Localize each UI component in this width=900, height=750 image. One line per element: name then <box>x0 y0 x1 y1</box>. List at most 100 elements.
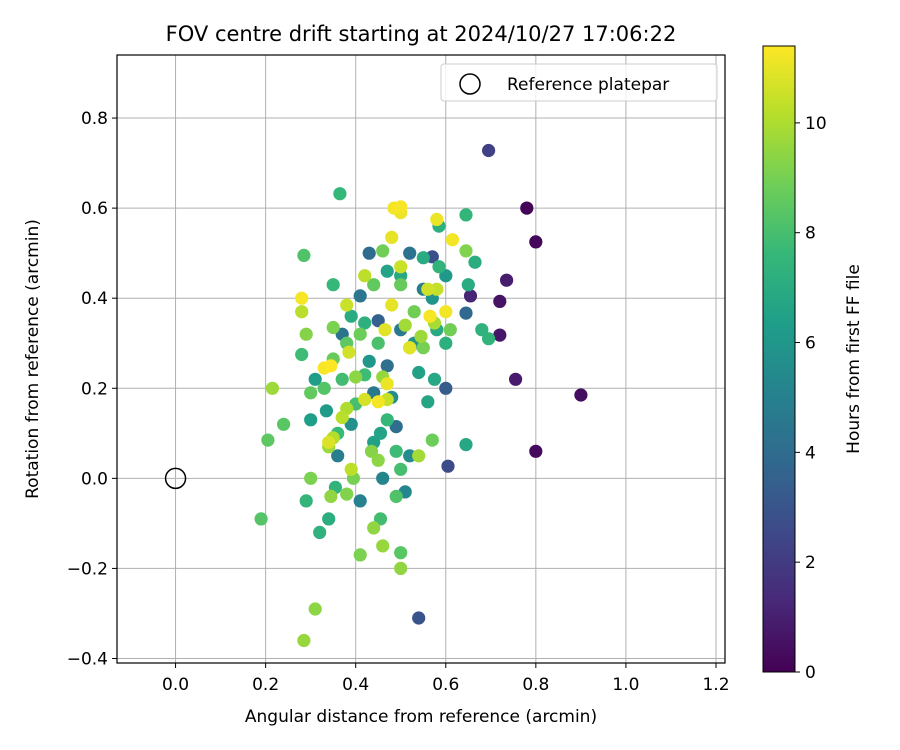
y-tick-label: 0.0 <box>81 469 108 489</box>
data-point <box>297 633 311 648</box>
data-point <box>459 306 473 320</box>
data-point <box>427 372 442 386</box>
data-point <box>373 426 388 440</box>
y-axis-ticks: −0.4 −0.2 0.0 0.2 0.4 0.6 0.8 <box>67 109 117 669</box>
y-tick-label: 0.2 <box>81 379 108 399</box>
y-tick-label: 0.6 <box>81 199 108 219</box>
x-tick-label: 0.2 <box>252 675 279 695</box>
grid <box>117 55 725 663</box>
data-point <box>319 404 333 418</box>
data-point <box>493 294 507 308</box>
data-point <box>394 462 408 476</box>
data-point <box>508 372 523 386</box>
data-point <box>371 336 385 350</box>
x-axis-label: Angular distance from reference (arcmin) <box>245 707 597 727</box>
data-point <box>463 289 478 303</box>
legend-box <box>440 63 718 102</box>
x-tick-label: 0.0 <box>162 675 189 695</box>
data-point <box>308 372 322 386</box>
data-point <box>380 413 394 427</box>
data-point <box>295 347 309 362</box>
data-point <box>277 417 291 431</box>
data-point <box>254 512 268 526</box>
data-point <box>380 359 394 373</box>
data-point <box>439 305 453 319</box>
data-point <box>459 438 473 452</box>
x-tick-label: 0.4 <box>342 675 369 695</box>
data-point <box>394 278 408 292</box>
data-point <box>261 433 275 447</box>
data-point <box>380 377 394 391</box>
data-point <box>439 269 453 283</box>
x-tick-label: 0.8 <box>522 675 549 695</box>
data-point <box>295 305 309 319</box>
data-point <box>376 244 390 258</box>
data-point <box>335 372 349 386</box>
data-point <box>317 381 331 395</box>
data-point <box>304 471 318 485</box>
data-point <box>459 208 473 222</box>
data-point <box>500 273 514 287</box>
data-point <box>313 525 327 540</box>
data-point <box>326 278 340 292</box>
reference-platepar-marker <box>164 467 187 490</box>
data-point <box>358 392 372 407</box>
data-point <box>371 395 385 409</box>
data-points <box>164 143 588 648</box>
data-point <box>574 388 588 402</box>
colorbar: 0 2 4 6 8 10 Hours from first FF file <box>762 45 864 683</box>
data-point <box>340 487 354 501</box>
y-tick-label: −0.4 <box>67 649 108 669</box>
data-point <box>439 336 453 350</box>
data-point <box>362 354 376 368</box>
y-axis-label: Rotation from reference (arcmin) <box>23 219 43 499</box>
data-point <box>398 318 412 332</box>
colorbar-tick-label: 2 <box>805 553 816 573</box>
chart-title: FOV centre drift starting at 2024/10/27 … <box>166 22 677 46</box>
colorbar-tick-label: 8 <box>805 224 816 244</box>
data-point <box>475 323 489 337</box>
data-point <box>358 316 372 330</box>
data-point <box>468 255 482 269</box>
data-point <box>389 489 403 503</box>
colorbar-gradient <box>762 45 796 673</box>
data-point <box>482 143 496 158</box>
data-point <box>423 309 437 323</box>
data-point <box>394 260 408 274</box>
data-point <box>364 444 379 458</box>
x-axis-ticks: 0.0 0.2 0.4 0.6 0.8 1.0 1.2 <box>162 663 730 695</box>
plot-frame <box>116 54 726 664</box>
data-point <box>342 345 356 359</box>
data-point <box>412 611 426 625</box>
data-point <box>412 365 426 380</box>
data-point <box>430 212 444 226</box>
data-point <box>353 327 367 341</box>
data-point <box>367 521 381 535</box>
data-point <box>459 244 473 258</box>
data-point <box>529 444 543 458</box>
data-point <box>394 200 408 214</box>
data-point <box>380 264 394 278</box>
data-point <box>407 305 421 319</box>
colorbar-tick-label: 6 <box>805 334 816 354</box>
data-point <box>349 370 363 384</box>
data-point <box>416 341 430 355</box>
colorbar-tick-label: 10 <box>805 114 827 134</box>
data-point <box>295 291 309 305</box>
data-point <box>389 444 403 458</box>
data-point <box>482 332 496 346</box>
data-point <box>299 327 313 341</box>
data-point <box>394 561 408 576</box>
data-point <box>461 278 475 292</box>
data-point <box>425 433 439 447</box>
data-point <box>362 246 376 260</box>
data-point <box>414 329 428 344</box>
data-point <box>371 314 385 328</box>
data-point <box>441 459 455 473</box>
data-point <box>358 269 372 283</box>
colorbar-ticks: 0 2 4 6 8 10 <box>795 114 827 683</box>
data-point <box>421 282 435 296</box>
data-point <box>520 201 534 215</box>
data-point <box>335 410 349 425</box>
data-point <box>326 320 340 335</box>
